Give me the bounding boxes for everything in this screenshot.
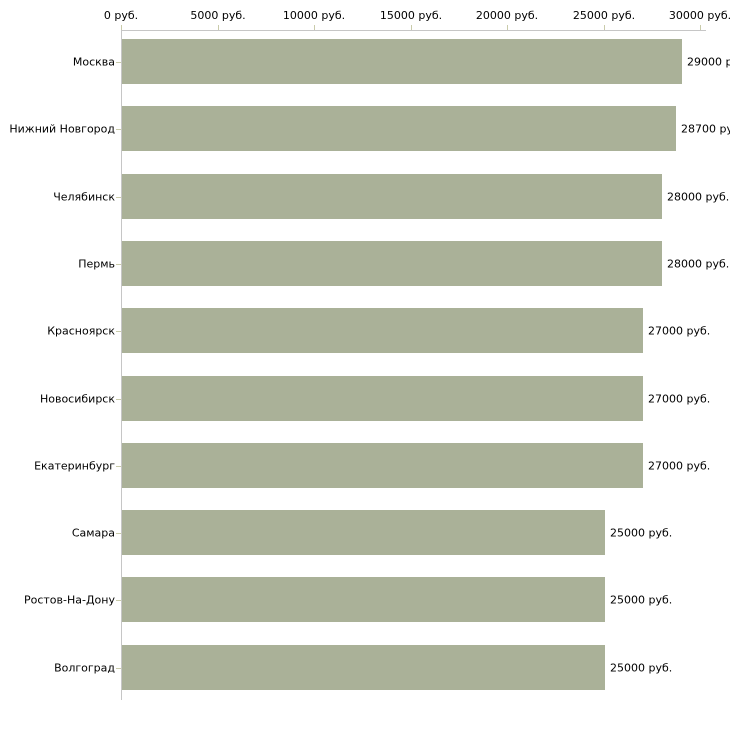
x-axis-tick — [507, 25, 508, 30]
category-tick — [116, 600, 121, 601]
bar — [122, 443, 643, 488]
x-axis-line — [121, 30, 706, 31]
bar — [122, 376, 643, 421]
x-axis-tick — [604, 25, 605, 30]
category-label: Челябинск — [53, 190, 115, 204]
bar — [122, 577, 605, 622]
category-tick — [116, 466, 121, 467]
category-tick — [116, 62, 121, 63]
category-tick — [116, 331, 121, 332]
category-tick — [116, 399, 121, 400]
x-axis-tick-label: 5000 руб. — [190, 9, 246, 22]
value-label: 28000 руб. — [667, 190, 730, 204]
category-tick — [116, 129, 121, 130]
y-axis-line — [121, 30, 122, 700]
category-tick — [116, 197, 121, 198]
bar — [122, 308, 643, 353]
bar — [122, 645, 605, 690]
category-tick — [116, 668, 121, 669]
value-label: 27000 руб. — [648, 324, 711, 338]
value-label: 25000 руб. — [610, 526, 673, 540]
x-axis-tick — [700, 25, 701, 30]
value-label: 27000 руб. — [648, 392, 711, 406]
x-axis-tick-label: 15000 руб. — [379, 9, 443, 22]
bar — [122, 39, 682, 84]
x-axis-tick-label: 20000 руб. — [475, 9, 539, 22]
x-axis-tick-label: 25000 руб. — [572, 9, 636, 22]
x-axis-tick — [314, 25, 315, 30]
category-label: Самара — [71, 526, 115, 540]
bar — [122, 174, 662, 219]
category-label: Пермь — [78, 257, 115, 271]
category-label: Волгоград — [54, 661, 115, 675]
value-label: 27000 руб. — [648, 459, 711, 473]
x-axis-tick — [121, 25, 122, 30]
category-label: Нижний Новгород — [9, 122, 115, 136]
value-label: 28000 руб. — [667, 257, 730, 271]
value-label: 28700 руб. — [681, 122, 730, 136]
category-tick — [116, 533, 121, 534]
category-label: Москва — [72, 55, 115, 69]
category-label: Ростов-На-Дону — [23, 593, 115, 607]
bar — [122, 510, 605, 555]
x-axis-tick — [218, 25, 219, 30]
value-label: 25000 руб. — [610, 661, 673, 675]
value-label: 25000 руб. — [610, 593, 673, 607]
category-tick — [116, 264, 121, 265]
x-axis-tick-label: 30000 руб. — [668, 9, 730, 22]
category-label: Екатеринбург — [34, 459, 115, 473]
x-axis-tick — [411, 25, 412, 30]
bar — [122, 241, 662, 286]
bar — [122, 106, 676, 151]
category-label: Красноярск — [47, 324, 115, 338]
value-label: 29000 руб. — [687, 55, 730, 69]
x-axis-tick-label: 10000 руб. — [282, 9, 346, 22]
category-label: Новосибирск — [39, 392, 115, 406]
x-axis-tick-label: 0 руб. — [103, 9, 139, 22]
